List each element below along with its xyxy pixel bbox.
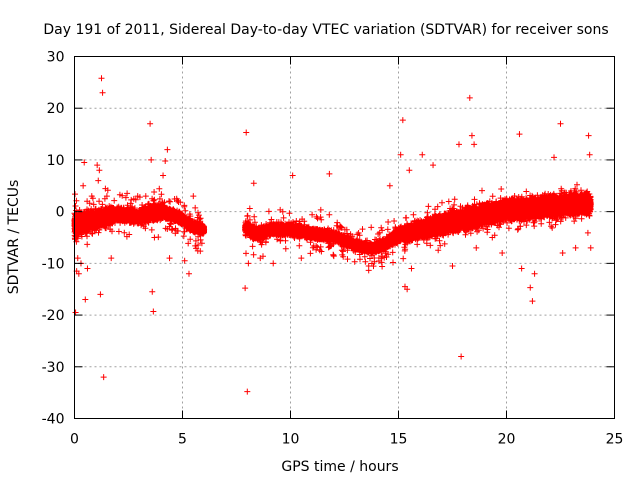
data-point-outlier bbox=[404, 286, 411, 293]
data-point-outlier bbox=[185, 270, 192, 277]
data-point-outlier bbox=[499, 250, 506, 257]
data-point-outlier bbox=[531, 270, 538, 277]
data-point-outlier bbox=[94, 162, 101, 169]
data-point-outlier bbox=[100, 374, 107, 381]
x-tick-labels: 0 5 10 15 20 25 bbox=[70, 432, 623, 448]
data-point-outlier bbox=[257, 255, 264, 262]
x-tick-label: 10 bbox=[282, 432, 300, 448]
data-point-outlier bbox=[150, 308, 157, 315]
data-point-outlier bbox=[149, 288, 156, 295]
data-point-outlier bbox=[406, 167, 413, 174]
y-tick-label: -20 bbox=[42, 308, 65, 324]
data-point-outlier bbox=[151, 234, 158, 241]
y-tick-labels: 30 20 10 0 -10 -20 -30 -40 bbox=[42, 50, 65, 428]
data-point-outlier bbox=[95, 177, 102, 184]
data-point-outlier bbox=[586, 151, 593, 158]
data-point-outlier bbox=[88, 193, 95, 200]
data-point-outlier bbox=[108, 255, 115, 262]
data-point-outlier bbox=[243, 129, 250, 136]
data-point-cluster bbox=[579, 189, 594, 236]
data-point-outlier bbox=[242, 285, 249, 292]
y-tick-label: 0 bbox=[56, 205, 65, 221]
data-point-outlier bbox=[181, 257, 188, 264]
data-point-outlier bbox=[516, 131, 523, 138]
data-point-outlier bbox=[585, 132, 592, 139]
x-tick-label: 25 bbox=[606, 432, 624, 448]
data-point-outlier bbox=[386, 182, 393, 189]
data-point-outlier bbox=[160, 172, 167, 179]
data-point-outlier bbox=[164, 146, 171, 153]
data-point-outlier bbox=[473, 244, 480, 251]
data-point-outlier bbox=[587, 244, 594, 251]
data-point-outlier bbox=[518, 265, 525, 272]
data-point-outlier bbox=[397, 151, 404, 158]
data-point-outlier bbox=[81, 159, 88, 166]
data-point-outlier bbox=[551, 154, 558, 161]
data-point-outlier bbox=[96, 167, 103, 174]
data-point-outlier bbox=[250, 180, 257, 187]
y-tick-label: -30 bbox=[42, 360, 65, 376]
x-axis-label: GPS time / hours bbox=[281, 459, 398, 475]
data-point-outlier bbox=[103, 193, 110, 200]
data-point-outlier bbox=[147, 120, 154, 127]
data-point-outlier bbox=[471, 141, 478, 148]
data-point-outlier bbox=[527, 284, 534, 291]
data-point-outlier bbox=[97, 291, 104, 298]
data-point-outlier bbox=[468, 132, 475, 139]
data-point-outlier bbox=[75, 270, 82, 277]
data-point-outlier bbox=[572, 244, 579, 251]
y-axis-label: SDTVAR / TECUs bbox=[6, 180, 22, 295]
data-point-outlier bbox=[84, 265, 91, 272]
data-point-outlier bbox=[80, 182, 87, 189]
data-point-outlier bbox=[148, 156, 155, 163]
data-point-outlier bbox=[166, 255, 173, 262]
data-point-outlier bbox=[529, 298, 536, 305]
plot-frame bbox=[74, 56, 615, 419]
data-point-outlier bbox=[399, 117, 406, 124]
data-point-outlier bbox=[74, 255, 81, 262]
data-point-outlier bbox=[98, 75, 105, 82]
data-point-outlier bbox=[142, 193, 149, 200]
data-point-outlier bbox=[82, 296, 89, 303]
data-point-outlier bbox=[190, 193, 197, 200]
data-point-outlier bbox=[162, 157, 169, 164]
data-point-outlier bbox=[458, 353, 465, 360]
data-point-outlier bbox=[559, 250, 566, 257]
y-tick-label: 10 bbox=[47, 153, 65, 169]
x-tick-label: 0 bbox=[70, 432, 79, 448]
data-point-outlier bbox=[245, 260, 252, 267]
data-point-outlier bbox=[289, 172, 296, 179]
x-tick-label: 15 bbox=[390, 432, 408, 448]
data-point-outlier bbox=[408, 265, 415, 272]
y-tick-label: -40 bbox=[42, 412, 65, 428]
x-tick-label: 20 bbox=[498, 432, 516, 448]
x-tick-label: 5 bbox=[178, 432, 187, 448]
data-point-outlier bbox=[326, 170, 333, 177]
axis-ticks bbox=[74, 56, 615, 419]
data-point-outlier bbox=[298, 255, 305, 262]
data-point-outlier bbox=[244, 388, 251, 395]
data-point-outlier bbox=[466, 94, 473, 101]
y-tick-label: 20 bbox=[47, 101, 65, 117]
data-point-outlier bbox=[449, 262, 456, 269]
y-tick-label: 30 bbox=[47, 50, 65, 66]
data-point-outlier bbox=[419, 151, 426, 158]
data-point-outlier bbox=[72, 309, 79, 316]
data-point-outlier bbox=[99, 89, 106, 96]
chart-title: Day 191 of 2011, Sidereal Day-to-day VTE… bbox=[43, 22, 608, 38]
data-point-outlier bbox=[430, 162, 437, 169]
data-point-outlier bbox=[455, 141, 462, 148]
y-tick-label: -10 bbox=[42, 256, 65, 272]
data-point-outlier bbox=[270, 260, 277, 267]
data-points bbox=[71, 75, 594, 395]
data-point-outlier bbox=[557, 120, 564, 127]
